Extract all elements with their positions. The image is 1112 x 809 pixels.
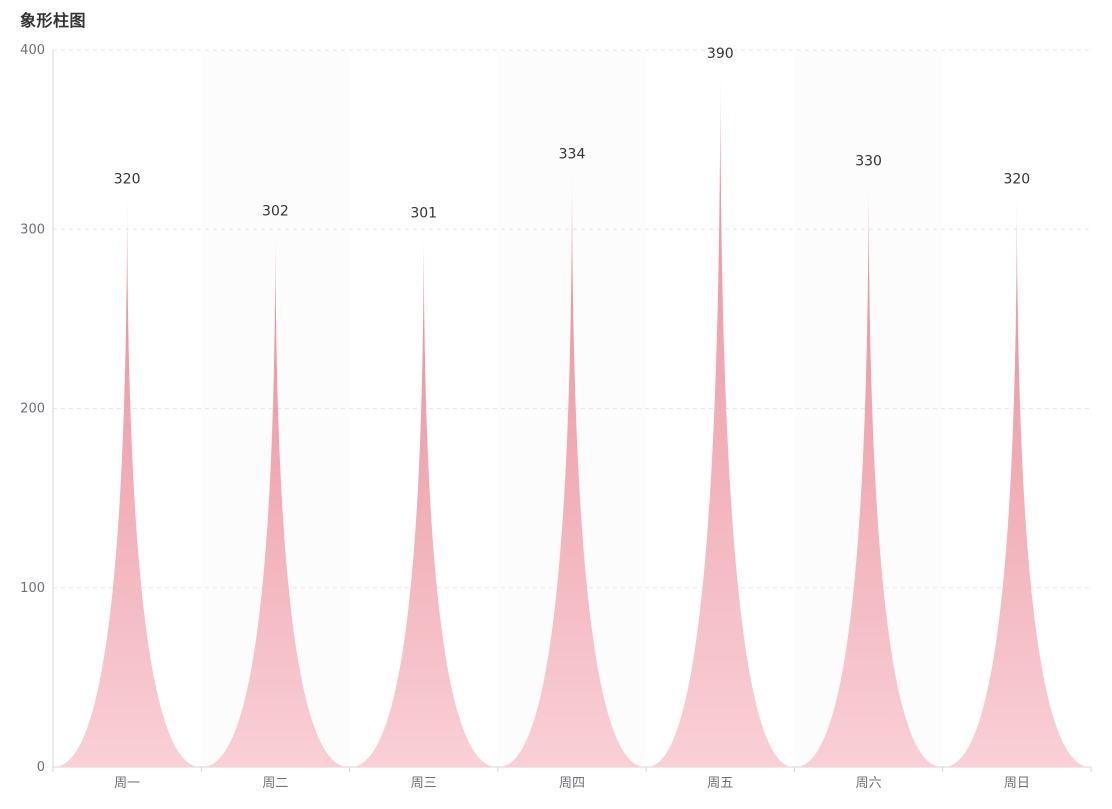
spike-mark	[350, 227, 497, 767]
data-label: 334	[559, 146, 586, 162]
x-tick-label: 周三	[411, 776, 437, 791]
spike-mark	[498, 168, 646, 767]
x-tick-label: 周日	[1004, 776, 1030, 791]
spike-mark	[54, 193, 201, 767]
y-tick-label: 300	[20, 222, 45, 237]
y-tick-label: 400	[20, 43, 45, 58]
series-marks	[54, 67, 1090, 768]
data-label: 320	[114, 171, 141, 187]
data-label: 302	[262, 204, 289, 220]
y-tick-label: 200	[20, 402, 45, 417]
x-tick-label: 周一	[114, 776, 140, 791]
x-tick-label: 周二	[262, 776, 288, 791]
data-label: 301	[410, 205, 437, 221]
chart-title: 象形柱图	[20, 11, 87, 30]
data-label: 320	[1003, 171, 1030, 187]
y-tick-label: 0	[37, 760, 45, 775]
y-tick-label: 100	[20, 581, 45, 596]
x-tick-label: 周四	[559, 776, 585, 791]
spike-mark	[202, 225, 349, 768]
data-label: 330	[855, 153, 882, 169]
spike-mark	[943, 193, 1090, 767]
x-tick-label: 周五	[707, 776, 733, 791]
data-label: 390	[707, 46, 734, 62]
data-labels: 320 302 301 334 390 330 320	[114, 46, 1030, 222]
spike-mark	[795, 175, 942, 768]
grid-lines	[53, 49, 1091, 589]
spike-mark	[647, 67, 794, 768]
x-tick-label: 周六	[856, 776, 882, 791]
